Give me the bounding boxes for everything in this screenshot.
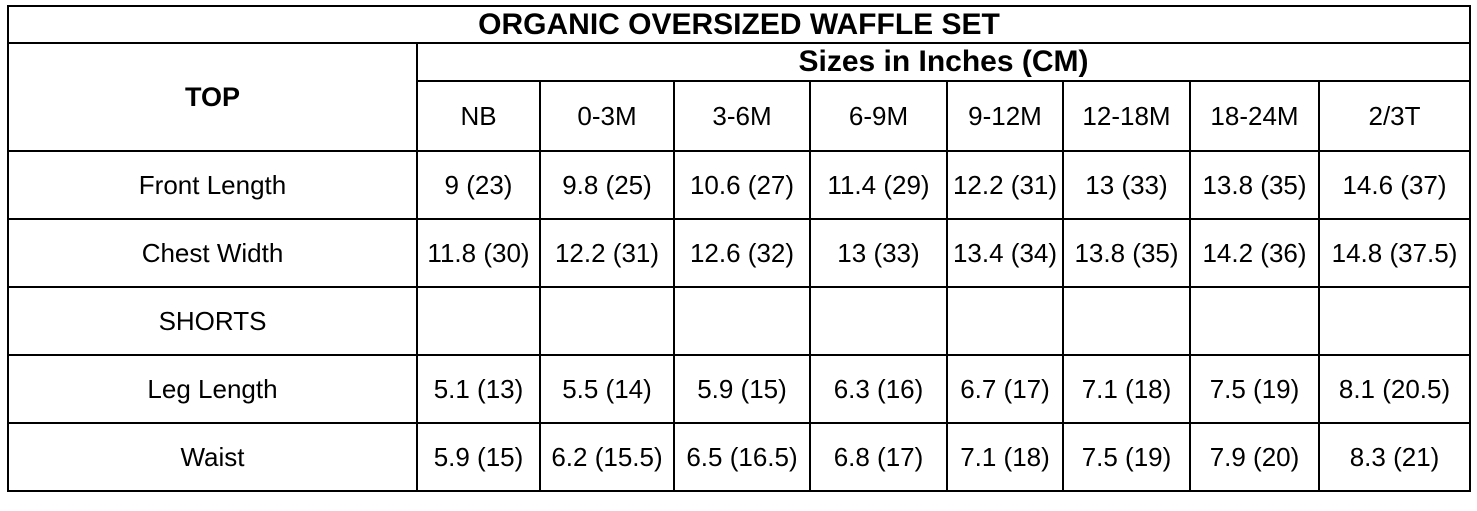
column-header-9-12m: 9-12M bbox=[946, 80, 1064, 152]
table-cell bbox=[416, 286, 541, 356]
title-row: ORGANIC OVERSIZED WAFFLE SET bbox=[6, 5, 1472, 44]
table-cell bbox=[946, 286, 1064, 356]
table-cell: 7.1 (18) bbox=[946, 422, 1064, 492]
table-cell: 8.1 (20.5) bbox=[1317, 354, 1472, 424]
table-cell: 13.4 (34) bbox=[946, 218, 1064, 288]
table-cell: 7.5 (19) bbox=[1189, 354, 1320, 424]
table-cell: 9.8 (25) bbox=[539, 150, 675, 220]
table-cell: 14.8 (37.5) bbox=[1317, 218, 1472, 288]
sizes-header-row: TOP Sizes in Inches (CM) bbox=[7, 42, 1472, 152]
sizes-header: Sizes in Inches (CM) bbox=[415, 42, 1472, 82]
table-cell: 12.2 (31) bbox=[539, 218, 675, 288]
table-cell: 12.6 (32) bbox=[673, 218, 811, 288]
table-cell: 5.9 (15) bbox=[673, 354, 811, 424]
table-cell: 13.8 (35) bbox=[1062, 218, 1191, 288]
row-label-shorts: SHORTS bbox=[7, 286, 418, 356]
column-header-2-3t: 2/3T bbox=[1317, 80, 1472, 152]
row-label-leg-length: Leg Length bbox=[7, 354, 418, 424]
table-cell: 6.2 (15.5) bbox=[539, 422, 675, 492]
table-row-shorts: SHORTS bbox=[7, 286, 1472, 356]
size-chart-table: ORGANIC OVERSIZED WAFFLE SET TOP Sizes i… bbox=[6, 5, 1472, 492]
table-row-leg-length: Leg Length 5.1 (13) 5.5 (14) 5.9 (15) 6.… bbox=[7, 354, 1472, 424]
table-cell: 14.2 (36) bbox=[1189, 218, 1320, 288]
column-header-6-9m: 6-9M bbox=[809, 80, 948, 152]
table-cell bbox=[673, 286, 811, 356]
table-cell: 13 (33) bbox=[1062, 150, 1191, 220]
column-header-nb: NB bbox=[416, 80, 541, 152]
column-header-0-3m: 0-3M bbox=[539, 80, 675, 152]
chart-title: ORGANIC OVERSIZED WAFFLE SET bbox=[6, 5, 1472, 44]
table-cell bbox=[1189, 286, 1320, 356]
table-cell: 6.3 (16) bbox=[809, 354, 948, 424]
row-label-chest-width: Chest Width bbox=[7, 218, 418, 288]
table-cell bbox=[809, 286, 948, 356]
table-cell: 7.1 (18) bbox=[1062, 354, 1191, 424]
table-cell: 11.8 (30) bbox=[416, 218, 541, 288]
column-header-18-24m: 18-24M bbox=[1189, 80, 1320, 152]
table-cell: 13 (33) bbox=[809, 218, 948, 288]
size-chart: ORGANIC OVERSIZED WAFFLE SET TOP Sizes i… bbox=[6, 5, 1472, 492]
table-cell: 10.6 (27) bbox=[673, 150, 811, 220]
table-cell: 9 (23) bbox=[416, 150, 541, 220]
table-row-front-length: Front Length 9 (23) 9.8 (25) 10.6 (27) 1… bbox=[7, 150, 1472, 220]
table-cell bbox=[539, 286, 675, 356]
column-header-12-18m: 12-18M bbox=[1062, 80, 1191, 152]
table-row-chest-width: Chest Width 11.8 (30) 12.2 (31) 12.6 (32… bbox=[7, 218, 1472, 288]
section-top-label: TOP bbox=[7, 42, 418, 152]
table-cell bbox=[1062, 286, 1191, 356]
column-header-row: NB 0-3M 3-6M 6-9M 9-12M 12-18M 18-24M 2/… bbox=[8, 80, 1472, 152]
table-cell: 7.5 (19) bbox=[1062, 422, 1191, 492]
table-cell: 14.6 (37) bbox=[1317, 150, 1472, 220]
table-cell: 5.5 (14) bbox=[539, 354, 675, 424]
table-cell: 5.9 (15) bbox=[416, 422, 541, 492]
table-cell: 11.4 (29) bbox=[809, 150, 948, 220]
column-header-3-6m: 3-6M bbox=[673, 80, 811, 152]
table-row-waist: Waist 5.9 (15) 6.2 (15.5) 6.5 (16.5) 6.8… bbox=[7, 422, 1472, 492]
table-cell: 8.3 (21) bbox=[1317, 422, 1472, 492]
row-label-waist: Waist bbox=[7, 422, 418, 492]
table-cell: 6.5 (16.5) bbox=[673, 422, 811, 492]
table-cell: 5.1 (13) bbox=[416, 354, 541, 424]
table-cell: 6.7 (17) bbox=[946, 354, 1064, 424]
table-cell bbox=[1317, 286, 1472, 356]
table-cell: 6.8 (17) bbox=[809, 422, 948, 492]
row-label-front-length: Front Length bbox=[7, 150, 418, 220]
table-cell: 13.8 (35) bbox=[1189, 150, 1320, 220]
table-cell: 12.2 (31) bbox=[946, 150, 1064, 220]
table-cell: 7.9 (20) bbox=[1189, 422, 1320, 492]
